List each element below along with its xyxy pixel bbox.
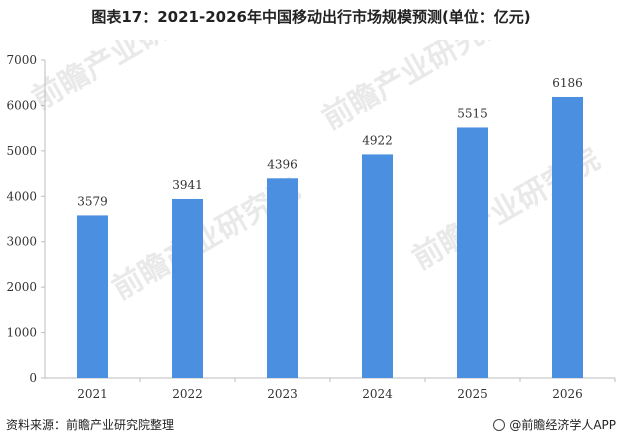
- data-label: 5515: [457, 106, 488, 120]
- bar: [457, 127, 488, 378]
- x-tick-label: 2021: [77, 387, 108, 401]
- data-label: 3579: [77, 194, 108, 208]
- bar: [552, 96, 583, 379]
- bar: [362, 154, 393, 378]
- y-tick-label: 6000: [6, 98, 37, 112]
- y-tick-label: 5000: [6, 144, 37, 158]
- source-note: 资料来源：前瞻产业研究院整理: [6, 418, 175, 432]
- y-tick-label: 4000: [6, 189, 37, 203]
- x-tick-label: 2025: [457, 387, 488, 401]
- data-label: 6186: [552, 76, 583, 90]
- y-tick-label: 2000: [6, 280, 37, 294]
- x-tick-label: 2023: [267, 387, 298, 401]
- chart-area: 前瞻产业研究院 前瞻产业研究院 前瞻产业研究院 前瞻产业研究院 0 1000 2000 300…: [0, 40, 622, 410]
- x-tick-label: 2024: [362, 387, 393, 401]
- y-tick-label: 7000: [6, 53, 37, 67]
- data-label: 3941: [172, 178, 203, 192]
- x-tick-label: 2022: [172, 387, 203, 401]
- data-label: 4922: [362, 133, 393, 147]
- x-tick-label: 2026: [552, 387, 583, 401]
- bar: [267, 178, 298, 378]
- watermark-text: 前瞻产业研究院: [317, 40, 516, 137]
- watermark-text: 前瞻产业研究院: [27, 40, 226, 117]
- y-tick-label: 1000: [6, 326, 37, 340]
- bar: [77, 215, 108, 378]
- data-label: 4396: [267, 157, 298, 171]
- brand-credit: @前瞻经济学人APP: [493, 416, 616, 433]
- y-tick-label: 3000: [6, 235, 37, 249]
- chart-title: 图表17：2021-2026年中国移动出行市场规模预测(单位：亿元): [91, 8, 531, 26]
- brand-label: @前瞻经济学人APP: [509, 418, 616, 432]
- brand-logo-icon: [493, 419, 506, 431]
- bar: [172, 198, 203, 378]
- y-tick-label: 0: [29, 371, 37, 385]
